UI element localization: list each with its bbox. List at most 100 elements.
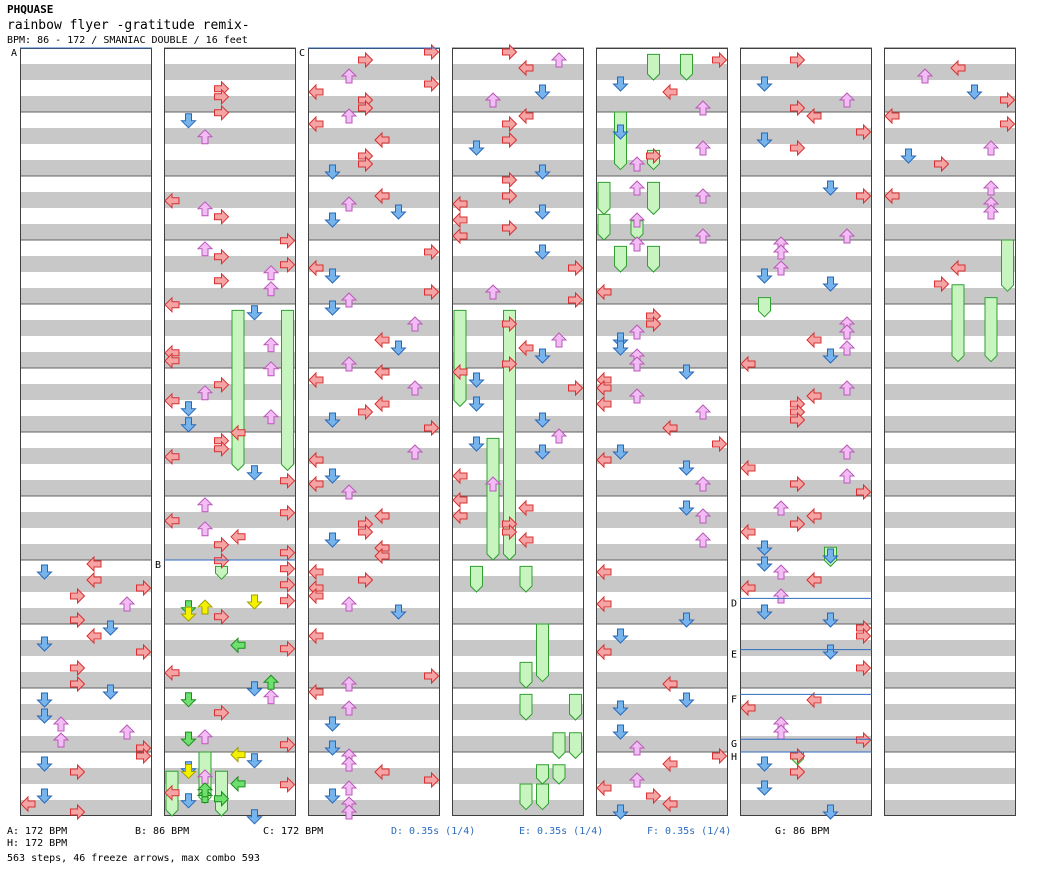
step-arrow [324,716,341,732]
beat-band [596,448,728,464]
step-arrow [164,352,180,370]
legend-e: E: 0.35s (1/4) [519,826,604,837]
step-arrow [280,776,296,794]
step-arrow [756,132,773,148]
step-arrow [20,795,36,813]
step-arrow [86,571,102,589]
freeze-arrow [519,661,533,689]
step-arrow [678,500,695,516]
beat-band [452,736,584,752]
freeze-arrow [536,783,549,811]
step-arrow [822,180,839,196]
step-arrow [36,788,53,804]
beat-band [884,640,1016,656]
step-arrow [612,340,629,356]
beat-band [740,640,872,656]
step-arrow [756,756,773,772]
step-arrow [502,355,518,373]
step-arrow [534,244,551,260]
beat-band [884,384,1016,400]
step-arrow [822,644,839,660]
beat-band [596,256,728,272]
step-arrow [196,782,214,798]
step-arrow [502,315,518,333]
step-arrow [596,779,612,797]
step-arrow [838,444,856,460]
beat-band [20,512,152,528]
step-arrow [262,265,280,281]
section-marker-label: E [731,650,737,661]
beat-band [740,320,872,336]
freeze-arrow [647,181,660,216]
step-arrow [164,664,180,682]
step-arrow [374,131,390,149]
beat-band [20,384,152,400]
step-arrow [822,548,839,564]
beat-band [308,160,440,176]
beat-band [596,480,728,496]
beat-band [884,160,1016,176]
step-arrow [740,355,756,373]
freeze-arrow [519,783,533,811]
legend-c: C: 172 BPM [263,826,324,837]
step-arrow [374,507,390,525]
step-arrow [790,411,806,429]
beat-band [596,384,728,400]
beat-band [596,160,728,176]
beat-band [308,320,440,336]
beat-band [596,224,728,240]
step-arrow [838,228,856,244]
step-arrow [822,348,839,364]
step-arrow [484,92,502,108]
beat-band [740,416,872,432]
beat-band [452,320,584,336]
beat-band [308,512,440,528]
step-arrow [52,732,70,748]
step-arrow [324,300,341,316]
beat-band [596,512,728,528]
step-arrow [214,552,230,570]
step-arrow [534,164,551,180]
step-arrow [790,763,806,781]
step-arrow [534,412,551,428]
step-arrow [36,636,53,652]
step-arrow [324,268,341,284]
beat-band [452,800,584,816]
beat-band [452,448,584,464]
step-arrow [86,627,102,645]
beat-band [164,256,296,272]
beat-band [596,352,728,368]
beat-band [20,64,152,80]
step-arrow [196,497,214,513]
step-arrow [358,403,374,421]
beat-band [20,704,152,720]
step-arrow [164,448,180,466]
legend-h: H: 172 BPM [7,838,68,849]
step-arrow [550,332,568,348]
beat-band [884,608,1016,624]
beat-band [452,64,584,80]
beat-band [596,128,728,144]
beat-band [308,416,440,432]
step-arrow [712,51,728,69]
beat-band [740,608,872,624]
beat-band [164,704,296,720]
step-arrow [262,281,280,297]
step-arrow [806,571,822,589]
step-arrow [86,555,102,573]
step-arrow [662,83,678,101]
step-arrow [790,99,806,117]
step-arrow [340,804,358,820]
step-arrow [982,204,1000,220]
step-arrow [678,612,695,628]
freeze-arrow [536,623,549,683]
beat-band [20,736,152,752]
step-arrow [196,241,214,257]
beat-band [452,224,584,240]
step-arrow [214,440,230,458]
step-arrow [424,771,440,789]
step-arrow [662,755,678,773]
step-arrow [772,564,790,580]
freeze-arrow [453,309,467,408]
step-arrow [280,560,296,578]
